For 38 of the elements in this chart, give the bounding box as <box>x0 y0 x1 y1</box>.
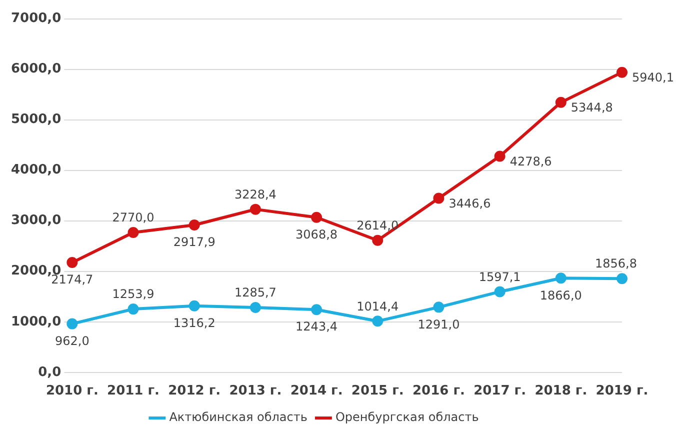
x-tick-label: 2011 г. <box>107 384 160 399</box>
data-label: 4278,6 <box>510 154 552 168</box>
data-label: 962,0 <box>54 334 90 348</box>
x-tick-label: 2013 г. <box>229 384 282 399</box>
data-label: 1856,8 <box>595 256 637 271</box>
x-tick-label: 2017 г. <box>474 384 526 399</box>
data-label: 2770,0 <box>112 210 154 225</box>
legend-label: Актюбинская область <box>169 410 308 424</box>
legend-label: Оренбургская область <box>335 410 479 424</box>
data-label: 1243,4 <box>296 320 338 334</box>
data-label: 1014,4 <box>356 299 399 314</box>
data-label: 5344,8 <box>570 100 613 115</box>
y-tick-label: 7000,0 <box>10 11 62 26</box>
x-tick-label: 2010 г. <box>46 384 98 399</box>
x-tick-label: 2015 г. <box>351 384 404 399</box>
data-label: 3228,4 <box>234 187 276 202</box>
data-label: 2917,9 <box>173 235 216 250</box>
y-tick-label: 0,0 <box>38 364 62 380</box>
x-tick-label: 2016 г. <box>412 384 465 399</box>
data-label: 1285,7 <box>234 286 276 300</box>
y-tick-label: 4000,0 <box>10 162 62 178</box>
y-tick-label: 3000,0 <box>10 213 62 228</box>
data-label: 2614,0 <box>356 218 399 232</box>
data-label: 1253,9 <box>112 287 154 302</box>
y-tick-label: 1000,0 <box>10 314 62 330</box>
data-label: 1316,2 <box>173 316 216 330</box>
x-tick-label: 2012 г. <box>168 384 221 399</box>
data-label: 3446,6 <box>448 196 491 210</box>
data-label: 1597,1 <box>478 270 521 284</box>
data-label: 5940,1 <box>632 70 674 84</box>
y-tick-label: 6000,0 <box>10 62 62 77</box>
data-label: 1866,0 <box>540 288 582 302</box>
data-label: 3068,8 <box>296 228 338 242</box>
x-tick-label: 2018 г. <box>534 384 588 399</box>
x-tick-label: 2014 г. <box>290 384 343 399</box>
y-tick-label: 5000,0 <box>10 112 62 128</box>
data-label: 1291,0 <box>418 317 460 332</box>
x-tick-label: 2019 г. <box>596 384 648 399</box>
